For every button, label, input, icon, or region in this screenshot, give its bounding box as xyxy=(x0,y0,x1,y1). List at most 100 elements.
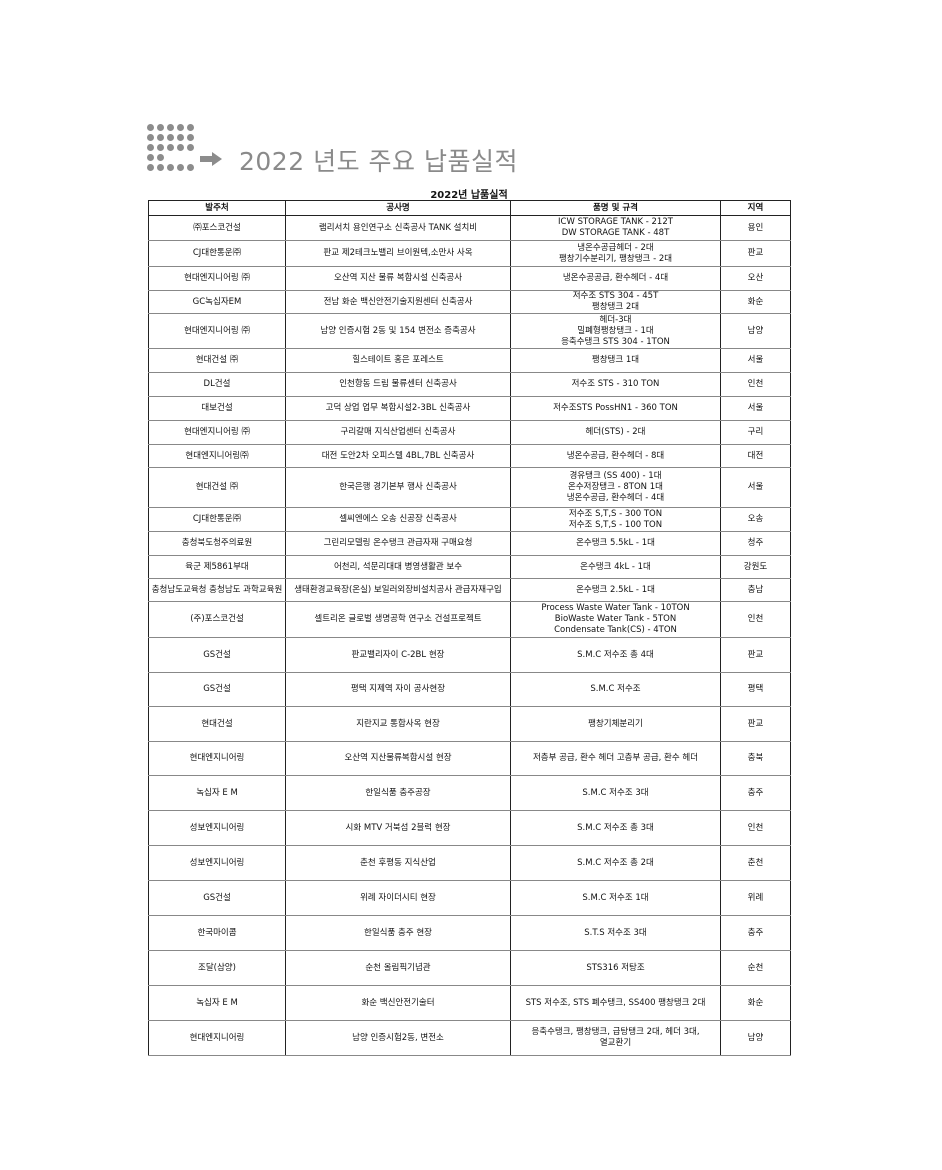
cell-region: 남양 xyxy=(720,1020,791,1056)
cell-items: 온수탱크 2.5kL - 1대 xyxy=(510,578,721,602)
cell-items: 팽창기체분리기 xyxy=(510,706,721,742)
cell-region: 청주 xyxy=(720,531,791,556)
logo-dot xyxy=(157,144,164,151)
item-line: ICW STORAGE TANK - 212T xyxy=(558,217,673,227)
item-line: 팽창기체분리기 xyxy=(588,718,643,729)
logo-dot xyxy=(177,144,184,151)
cell-items: S.M.C 저수조 총 4대 xyxy=(510,637,721,673)
cell-items: ICW STORAGE TANK - 212T DW STORAGE TANK -… xyxy=(510,215,721,241)
logo-dot xyxy=(187,124,194,131)
cell-items: 냉온수공공급, 환수헤더 - 4대 xyxy=(510,266,721,291)
item-line: 팽창기수분리기, 팽창탱크 - 2대 xyxy=(558,253,673,264)
item-line: 저수조STS PossHN1 - 360 TON xyxy=(553,403,678,413)
cell-items: STS316 저탕조 xyxy=(510,950,721,986)
logo-dot xyxy=(167,144,174,151)
cell-project: 판교밸리자이 C-2BL 현장 xyxy=(285,637,511,673)
item-line: 팽창탱크 2대 xyxy=(591,302,640,312)
column-header-project: 공사명 xyxy=(285,200,511,216)
cell-region: 화순 xyxy=(720,985,791,1021)
cell-items: 저수조 S,T,S - 300 TON 저수조 S,T,S - 100 TON xyxy=(510,507,721,532)
item-line: DW STORAGE TANK - 48T xyxy=(561,228,670,238)
cell-project: 지란지교 통합사옥 현장 xyxy=(285,706,511,742)
table-row: 현대엔지니어링 남양 인증시험2동, 변전소 응축수탱크, 팽창탱크, 급탕탱크 2… xyxy=(148,1020,791,1056)
cell-client: 현대건설 xyxy=(148,706,286,742)
table-header-row: 발주처 공사명 품명 및 규격 지역 xyxy=(148,200,791,216)
item-line: 헤더-3대 xyxy=(599,314,632,325)
cell-items: 팽창탱크 1대 xyxy=(510,348,721,373)
cell-project: 구리갈매 지식산업센터 신축공사 xyxy=(285,420,511,445)
cell-items: S.M.C 저수조 1대 xyxy=(510,880,721,916)
item-line: 온수저장탱크 - 8TON 1대 xyxy=(568,482,663,492)
cell-client: 충청북도청주의료원 xyxy=(148,531,286,556)
cell-client: CJ대한통운㈜ xyxy=(148,240,286,267)
cell-items: 저수조 STS 304 - 45T 팽창탱크 2대 xyxy=(510,290,721,314)
table-row: 현대엔지니어링 ㈜ 남양 인증시험 2동 및 154 변전소 증축공사 헤더-3대 밀… xyxy=(148,313,791,349)
cell-client: 현대엔지니어링 xyxy=(148,741,286,776)
logo-dot xyxy=(157,154,164,161)
cell-project: 오산역 지산 물류 복합시설 신축공사 xyxy=(285,266,511,291)
cell-items: S.M.C 저수조 총 3대 xyxy=(510,810,721,846)
column-header-client: 발주처 xyxy=(148,200,286,216)
cell-region: 오송 xyxy=(720,507,791,532)
table-row: 녹십자 E M 화순 백신안전기술터 STS 저수조, STS 폐수탱크, SS40… xyxy=(148,985,791,1021)
item-line: 저수조 S,T,S - 300 TON xyxy=(568,508,663,519)
cell-client: 현대건설 ㈜ xyxy=(148,348,286,373)
cell-client: 현대엔지니어링 ㈜ xyxy=(148,313,286,349)
cell-project: 한일식품 충주 현장 xyxy=(285,915,511,951)
cell-region: 서울 xyxy=(720,348,791,373)
table-row: 성보엔지니어링 춘천 후평동 지식산업 S.M.C 저수조 총 2대 춘천 xyxy=(148,845,791,881)
cell-project: 판교 제2테크노밸리 브이원텍,소만사 사옥 xyxy=(285,240,511,267)
cell-project: 한국은행 경기본부 행사 신축공사 xyxy=(285,467,511,508)
cell-client: GS건설 xyxy=(148,637,286,673)
item-line: 냉온수공급, 환수헤더 - 4대 xyxy=(566,493,665,503)
cell-region: 충북 xyxy=(720,741,791,776)
cell-client: 한국마이콤 xyxy=(148,915,286,951)
item-line: BioWaste Water Tank - 5TON xyxy=(554,614,677,624)
item-line: 온수탱크 4kL - 1대 xyxy=(580,561,651,572)
cell-project: 순천 올림픽기념관 xyxy=(285,950,511,986)
delivery-record-table: 발주처 공사명 품명 및 규격 지역 ㈜포스코건설 램리서치 용인연구소 신축공사… xyxy=(148,200,791,1056)
cell-project: 그린리모델링 온수탱크 관급자재 구매요청 xyxy=(285,531,511,556)
cell-project: 오산역 지산물류복합시설 현장 xyxy=(285,741,511,776)
cell-items: 온수탱크 5.5kL - 1대 xyxy=(510,531,721,556)
cell-client: GS건설 xyxy=(148,672,286,707)
cell-region: 평택 xyxy=(720,672,791,707)
table-row: 현대엔지니어링 ㈜ 오산역 지산 물류 복합시설 신축공사 냉온수공공급, 환수헤더… xyxy=(148,266,791,291)
cell-client: 대보건설 xyxy=(148,396,286,421)
cell-project: 남양 인증시험2동, 변전소 xyxy=(285,1020,511,1056)
item-line: S.M.C 저수조 총 2대 xyxy=(577,857,654,868)
dot-grid-logo xyxy=(147,124,199,174)
cell-project: 셀씨엔에스 오송 신공장 신축공사 xyxy=(285,507,511,532)
table-row: 충청남도교육청 충청남도 과학교육원 생태환경교육장(온실) 보일러외장비설치공사… xyxy=(148,578,791,602)
cell-region: 순천 xyxy=(720,950,791,986)
cell-project: 대전 도안2차 오피스텔 4BL,7BL 신축공사 xyxy=(285,444,511,468)
cell-region: 위례 xyxy=(720,880,791,916)
cell-region: 오산 xyxy=(720,266,791,291)
cell-items: 헤더(STS) - 2대 xyxy=(510,420,721,445)
cell-region: 강원도 xyxy=(720,555,791,579)
table-row: (주)포스코건설 셀트리온 글로벌 생명공학 연구소 건설프로젝트 Process … xyxy=(148,601,791,638)
table-row: 한국마이콤 한일식품 충주 현장 S.T.S 저수조 3대 충주 xyxy=(148,915,791,951)
cell-client: 성보엔지니어링 xyxy=(148,810,286,846)
table-row: 현대건설 지란지교 통합사옥 현장 팽창기체분리기 판교 xyxy=(148,706,791,742)
cell-client: GC녹십자EM xyxy=(148,290,286,314)
logo-dot xyxy=(157,164,164,171)
logo-dot xyxy=(167,134,174,141)
table-row: 현대엔지니어링㈜ 대전 도안2차 오피스텔 4BL,7BL 신축공사 냉온수공급, … xyxy=(148,444,791,468)
cell-region: 구리 xyxy=(720,420,791,445)
cell-items: 냉온수공급, 환수헤더 - 8대 xyxy=(510,444,721,468)
item-line: 경유탱크 (SS 400) - 1대 xyxy=(569,471,662,481)
cell-client: (주)포스코건설 xyxy=(148,601,286,638)
cell-items: 저층부 공급, 환수 헤더 고층부 공급, 환수 헤더 xyxy=(510,741,721,776)
column-header-region: 지역 xyxy=(720,200,791,216)
cell-region: 충주 xyxy=(720,915,791,951)
item-line: S.M.C 저수조 총 4대 xyxy=(577,649,654,660)
cell-project: 시화 MTV 거북섬 2블럭 현장 xyxy=(285,810,511,846)
cell-region: 인천 xyxy=(720,601,791,638)
cell-project: 전남 화순 백신안전기술지원센터 신축공사 xyxy=(285,290,511,314)
column-header-items: 품명 및 규격 xyxy=(510,200,721,216)
table-row: CJ대한통운㈜ 판교 제2테크노밸리 브이원텍,소만사 사옥 냉온수공급헤더 - 2… xyxy=(148,240,791,267)
right-arrow-icon xyxy=(200,152,222,166)
item-line: 응축수탱크 STS 304 - 1TON xyxy=(561,336,670,347)
logo-dot xyxy=(147,134,154,141)
